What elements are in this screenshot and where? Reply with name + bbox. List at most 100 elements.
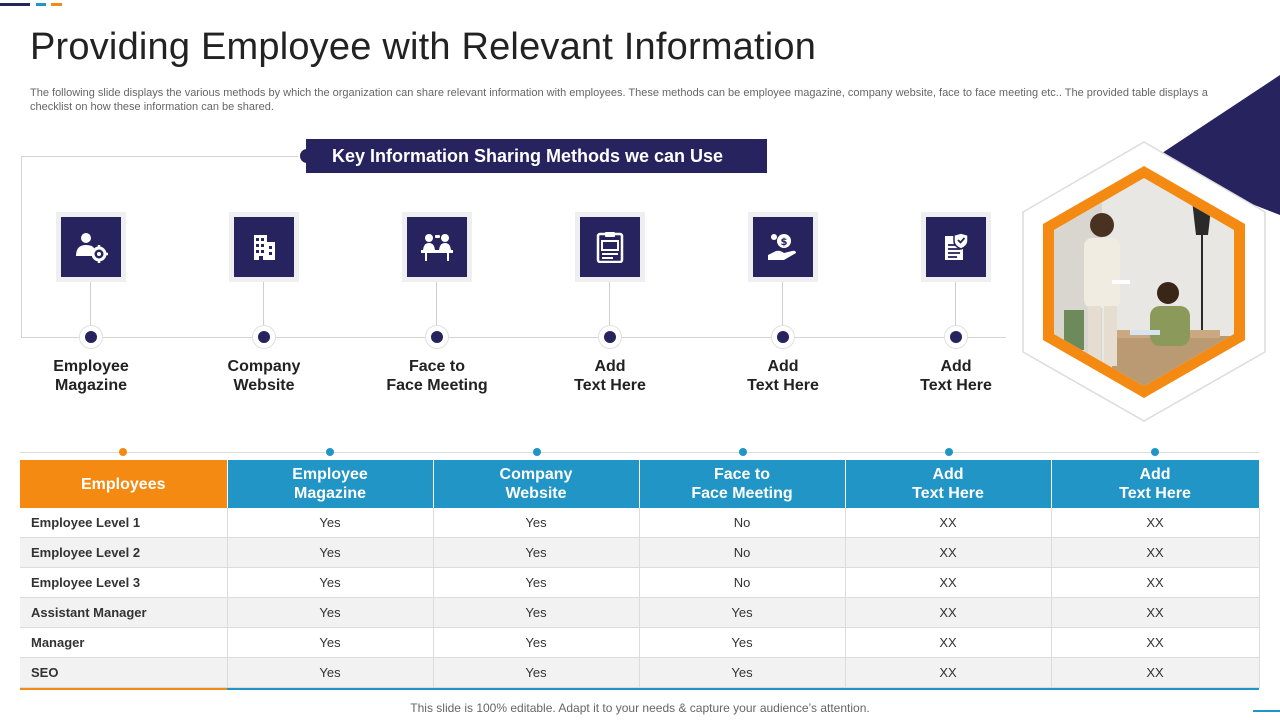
method-icon-box: $ xyxy=(748,212,818,282)
column-dot xyxy=(533,448,541,456)
user-gear-icon xyxy=(76,233,108,263)
table-cell: Yes xyxy=(433,657,640,688)
method-add-text-1: Add Text Here xyxy=(540,212,680,402)
row-label: Manager xyxy=(20,627,228,658)
method-connector xyxy=(90,282,91,330)
table-header-row: Employees Employee Magazine Company Webs… xyxy=(20,460,1260,508)
column-dot xyxy=(945,448,953,456)
page-title: Providing Employee with Relevant Informa… xyxy=(30,26,817,68)
footer-note: This slide is 100% editable. Adapt it to… xyxy=(410,701,870,715)
table-cell: Yes xyxy=(639,597,846,628)
method-label: Company Website xyxy=(227,358,301,394)
table-cell: Yes xyxy=(639,657,846,688)
table-cell: XX xyxy=(1051,567,1260,598)
table-row: Employee Level 1 Yes Yes No XX XX xyxy=(20,508,1260,538)
timeline-node xyxy=(425,325,449,349)
table-cell: Yes xyxy=(433,567,640,598)
table-cell: Yes xyxy=(433,597,640,628)
accent-bar-orange xyxy=(51,3,62,6)
method-add-text-2: $ Add Text Here xyxy=(713,212,853,402)
table-cell: XX xyxy=(1051,508,1260,538)
column-dot xyxy=(119,448,127,456)
method-icon-box xyxy=(229,212,299,282)
row-label: Assistant Manager xyxy=(20,597,228,628)
column-dot xyxy=(739,448,747,456)
table-row: Manager Yes Yes Yes XX XX xyxy=(20,627,1260,658)
timeline-node xyxy=(771,325,795,349)
table-cell: XX xyxy=(845,657,1052,688)
table-cell: Yes xyxy=(227,508,434,538)
table-cell: XX xyxy=(1051,657,1260,688)
table-cell: Yes xyxy=(227,597,434,628)
table-cell: Yes xyxy=(639,627,846,658)
timeline-node xyxy=(252,325,276,349)
table-cell: No xyxy=(639,508,846,538)
table-cell: XX xyxy=(1051,537,1260,568)
method-connector xyxy=(263,282,264,330)
office-photo-illustration xyxy=(1022,141,1266,422)
table-bottom-line-orange xyxy=(20,688,227,690)
svg-text:$: $ xyxy=(781,237,788,248)
accent-bar-navy xyxy=(0,3,30,6)
table-cell: XX xyxy=(845,537,1052,568)
table-row: SEO Yes Yes Yes XX XX xyxy=(20,657,1260,688)
method-connector xyxy=(955,282,956,330)
column-dot xyxy=(326,448,334,456)
accent-bar-blue xyxy=(36,3,46,6)
header-add-text-2: Add Text Here xyxy=(1051,460,1260,508)
page-subtitle: The following slide displays the various… xyxy=(30,87,1208,113)
header-employee-magazine: Employee Magazine xyxy=(227,460,434,508)
method-icon-box xyxy=(402,212,472,282)
building-icon xyxy=(254,235,275,260)
method-label: Add Text Here xyxy=(920,358,992,394)
column-dot xyxy=(1151,448,1159,456)
method-connector xyxy=(436,282,437,330)
table-top-connector xyxy=(20,452,1259,453)
meeting-icon xyxy=(421,234,453,261)
method-icon-box xyxy=(575,212,645,282)
header-company-website: Company Website xyxy=(433,460,640,508)
table-cell: Yes xyxy=(227,627,434,658)
method-icon-box xyxy=(56,212,126,282)
method-company-website: Company Website xyxy=(194,212,334,402)
method-employee-magazine: Employee Magazine xyxy=(21,212,161,402)
table-cell: Yes xyxy=(433,508,640,538)
header-face-to-face: Face to Face Meeting xyxy=(639,460,846,508)
hexagon-photo xyxy=(1022,140,1266,422)
row-label: Employee Level 1 xyxy=(20,508,228,538)
table-bottom-line-blue xyxy=(227,688,1259,690)
table-cell: XX xyxy=(845,597,1052,628)
shield-document-icon xyxy=(945,232,969,260)
table-cell: No xyxy=(639,567,846,598)
table-cell: Yes xyxy=(433,537,640,568)
table-row: Assistant Manager Yes Yes Yes XX XX xyxy=(20,597,1260,628)
method-connector xyxy=(609,282,610,330)
method-label: Add Text Here xyxy=(574,358,646,394)
method-label: Employee Magazine xyxy=(53,358,129,394)
table-cell: Yes xyxy=(227,567,434,598)
section-banner: Key Information Sharing Methods we can U… xyxy=(306,139,767,173)
table-row: Employee Level 3 Yes Yes No XX XX xyxy=(20,567,1260,598)
table-cell: XX xyxy=(845,627,1052,658)
timeline-node xyxy=(944,325,968,349)
method-label: Add Text Here xyxy=(747,358,819,394)
row-label: Employee Level 3 xyxy=(20,567,228,598)
method-label: Face to Face Meeting xyxy=(386,358,488,394)
row-label: Employee Level 2 xyxy=(20,537,228,568)
method-icon-box xyxy=(921,212,991,282)
checklist-table: Employees Employee Magazine Company Webs… xyxy=(20,460,1260,688)
table-row: Employee Level 2 Yes Yes No XX XX xyxy=(20,537,1260,568)
connector-top-line xyxy=(21,156,301,157)
table-cell: XX xyxy=(845,508,1052,538)
method-face-to-face: Face to Face Meeting xyxy=(367,212,507,402)
connector-timeline xyxy=(21,337,1006,338)
table-cell: Yes xyxy=(227,657,434,688)
table-cell: No xyxy=(639,537,846,568)
table-cell: Yes xyxy=(433,627,640,658)
money-hand-icon: $ xyxy=(768,234,796,260)
timeline-node xyxy=(79,325,103,349)
row-label: SEO xyxy=(20,657,228,688)
connector-left-line xyxy=(21,156,22,337)
table-cell: XX xyxy=(845,567,1052,598)
table-cell: XX xyxy=(1051,597,1260,628)
